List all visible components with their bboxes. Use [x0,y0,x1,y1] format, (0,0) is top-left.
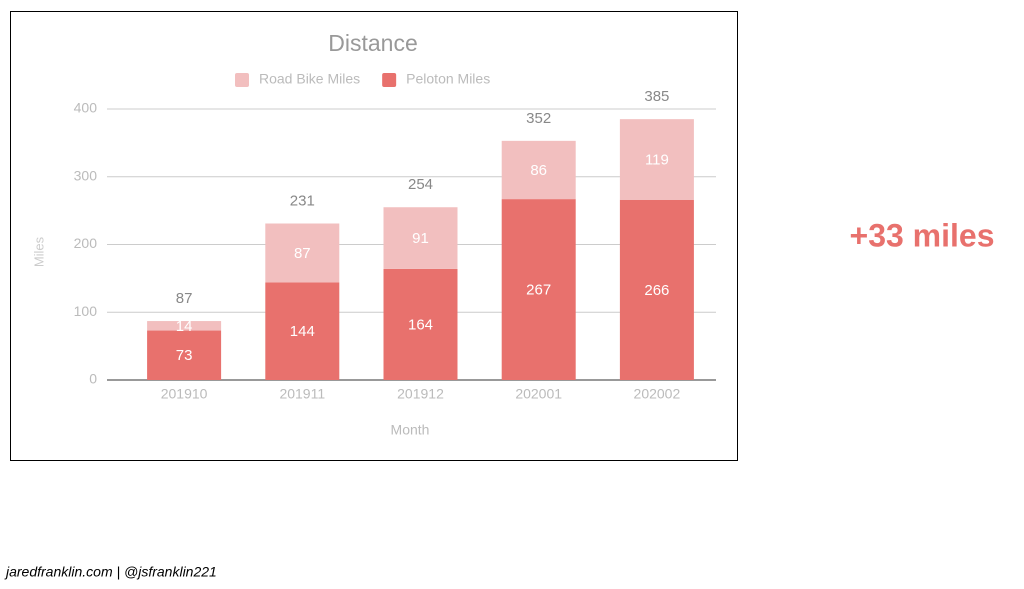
bar-segment [383,207,458,269]
bar-segment [147,330,222,380]
y-tick-label: 200 [74,235,98,251]
bar-segment [501,199,576,380]
total-label: 254 [408,176,433,193]
total-label: 352 [526,110,551,127]
y-tick-label: 0 [89,371,97,387]
x-tick-label: 201911 [279,386,325,402]
y-axis-label: Miles [31,236,46,267]
value-label: 73 [176,347,193,364]
footer: jaredfranklin.com | @jsfranklin221 [4,564,217,580]
chart-frame [10,11,738,461]
value-label: 91 [412,230,429,247]
chart-title: Distance [328,30,417,56]
legend-swatch [235,73,249,87]
x-tick-label: 202002 [634,386,681,402]
x-tick-label: 201912 [397,386,444,402]
value-label: 14 [176,318,193,335]
y-tick-label: 300 [74,167,98,183]
bar-segment [265,223,340,283]
bar-segment [501,140,576,200]
value-label: 87 [294,245,311,262]
bar-segment [383,268,458,380]
value-label: 267 [526,282,551,299]
bar-segment [619,119,694,200]
value-label: 164 [408,316,433,333]
legend-label: Peloton Miles [406,71,490,87]
y-tick-label: 100 [74,303,98,319]
legend-label: Road Bike Miles [259,71,360,87]
value-label: 86 [530,162,547,179]
value-label: 266 [644,282,669,299]
value-label: 119 [645,151,669,168]
x-tick-label: 202001 [515,386,562,402]
annotation: +33 miles [850,217,995,253]
bar-segment [265,282,340,380]
total-label: 385 [644,88,669,105]
y-tick-label: 400 [74,100,98,116]
total-label: 231 [290,192,315,209]
bar-segment [147,321,222,331]
legend-swatch [382,73,397,87]
bar-segment [619,199,694,380]
x-axis-label: Month [391,422,430,438]
total-label: 87 [176,290,193,307]
x-tick-label: 201910 [161,386,208,402]
value-label: 144 [290,323,315,340]
